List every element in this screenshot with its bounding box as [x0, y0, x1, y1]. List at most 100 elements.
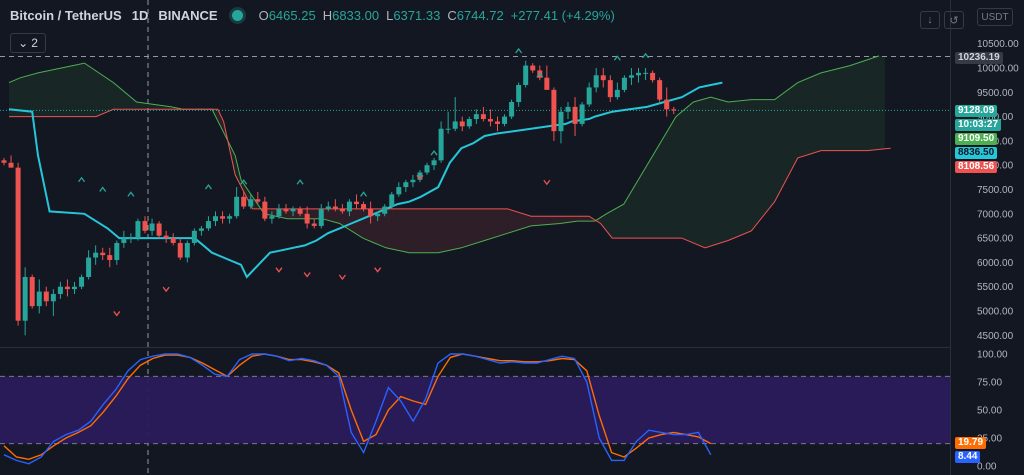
- cloud-segment: [403, 208, 410, 253]
- symbol-header: Bitcoin / TetherUS 1D BINANCE O 6465.25 H…: [10, 8, 622, 23]
- price-tick-label: 4500.00: [977, 331, 1014, 342]
- candle-body: [170, 238, 176, 243]
- candle-body: [128, 238, 134, 240]
- fractal-up-marker: [99, 186, 107, 192]
- candle-body: [297, 208, 303, 214]
- cloud-segment: [780, 91, 787, 191]
- cloud-segment: [699, 98, 705, 248]
- fractal-up-marker: [240, 179, 248, 185]
- candle-body: [205, 221, 211, 229]
- candle-body: [234, 196, 240, 217]
- cloud-segment: [90, 67, 96, 117]
- change-value: +277.41 (+4.29%): [510, 8, 615, 23]
- symbol-name[interactable]: Bitcoin / TetherUS: [10, 8, 122, 23]
- candle-body: [149, 223, 155, 231]
- candle-body: [43, 291, 49, 302]
- candle-body: [480, 114, 486, 120]
- price-axis: 4500.00 5000.00 5500.00 6000.00 6500.00 7000.…: [977, 39, 1019, 472]
- cloud-segment: [9, 80, 15, 117]
- cloud-segment: [61, 66, 67, 117]
- market-status-icon: [231, 10, 243, 21]
- candle-body: [671, 109, 677, 111]
- candle-body: [269, 216, 275, 219]
- cloud-segment: [728, 101, 734, 241]
- cloud-segment: [101, 74, 108, 115]
- indicators-toggle-button[interactable]: ⌄ 2: [10, 33, 46, 53]
- stoch-tick-label: 75.00: [977, 378, 1002, 389]
- cloud-segment: [136, 102, 143, 110]
- candle-body: [64, 286, 70, 290]
- cloud-segment: [478, 208, 485, 243]
- candle-body: [318, 208, 324, 226]
- low-value: 6371.33: [393, 8, 441, 23]
- price-tick-label: 5000.00: [977, 307, 1014, 318]
- candle-body: [607, 80, 613, 98]
- close-label: C: [447, 8, 457, 23]
- cloud-segment: [49, 69, 56, 117]
- cloud-segment: [217, 109, 224, 133]
- fractal-up-marker: [296, 179, 304, 185]
- cloud-segment: [84, 63, 91, 117]
- move-down-icon[interactable]: ↓: [920, 11, 940, 29]
- cloud-segment: [792, 82, 798, 169]
- candle-body: [325, 206, 331, 209]
- cloud-segment: [774, 95, 781, 202]
- cloud-segment: [879, 55, 885, 150]
- open-value: 6465.25: [268, 8, 316, 23]
- candle-body: [1, 160, 7, 163]
- candle-body: [473, 114, 479, 120]
- cloud-segment: [536, 216, 543, 226]
- fractal-up-marker: [430, 149, 438, 156]
- cloud-segment: [513, 210, 520, 232]
- cloud-segment: [548, 216, 555, 225]
- cloud-segment: [119, 87, 125, 110]
- price-tick-label: 9000.00: [977, 112, 1014, 123]
- cloud-segment: [357, 208, 363, 239]
- candle-body: [438, 128, 444, 161]
- currency-button[interactable]: USDT: [977, 8, 1013, 26]
- candle-body: [311, 223, 317, 226]
- stoch-tick-label: 100.00: [977, 350, 1008, 361]
- cloud-segment: [850, 63, 856, 151]
- cloud-segment: [867, 57, 874, 151]
- cloud-segment: [676, 111, 682, 239]
- cloud-segment: [461, 208, 468, 248]
- candle-body: [593, 75, 599, 88]
- cloud-segment: [473, 208, 479, 245]
- fractal-up-marker: [642, 52, 650, 59]
- cloud-segment: [333, 208, 340, 224]
- cloud-segment: [455, 208, 462, 250]
- cloud-segment: [623, 194, 630, 239]
- cloud-segment: [38, 71, 44, 117]
- cloud-segment: [693, 100, 700, 246]
- candle-body: [495, 121, 500, 124]
- candle-body: [72, 286, 77, 290]
- fractal-up-marker: [360, 191, 368, 197]
- cloud-segment: [20, 76, 27, 117]
- cloud-segment: [577, 216, 584, 222]
- cloud-segment: [397, 208, 404, 252]
- cloud-segment: [310, 208, 317, 219]
- cloud-segment: [148, 103, 154, 110]
- candle-body: [57, 286, 63, 294]
- cloud-segment: [681, 106, 688, 241]
- fractal-down-marker: [162, 286, 170, 293]
- fractal-up-marker: [613, 55, 621, 61]
- cloud-segment: [67, 65, 73, 117]
- candle-body: [163, 235, 169, 239]
- cloud-segment: [664, 126, 671, 239]
- stoch-k-tag: 8.44: [955, 451, 981, 463]
- cloud-segment: [55, 68, 62, 117]
- reset-scale-icon[interactable]: ↺: [944, 11, 964, 29]
- cloud-segment: [339, 208, 346, 228]
- candle-body: [502, 116, 508, 124]
- candle-body: [135, 221, 141, 239]
- cloud-segment: [467, 208, 473, 246]
- candle-body: [354, 201, 359, 205]
- interval-label[interactable]: 1D: [131, 8, 149, 23]
- cloud-segment: [368, 208, 375, 243]
- candle-body: [621, 77, 627, 90]
- candle-body: [121, 238, 127, 243]
- candle-body: [368, 208, 374, 217]
